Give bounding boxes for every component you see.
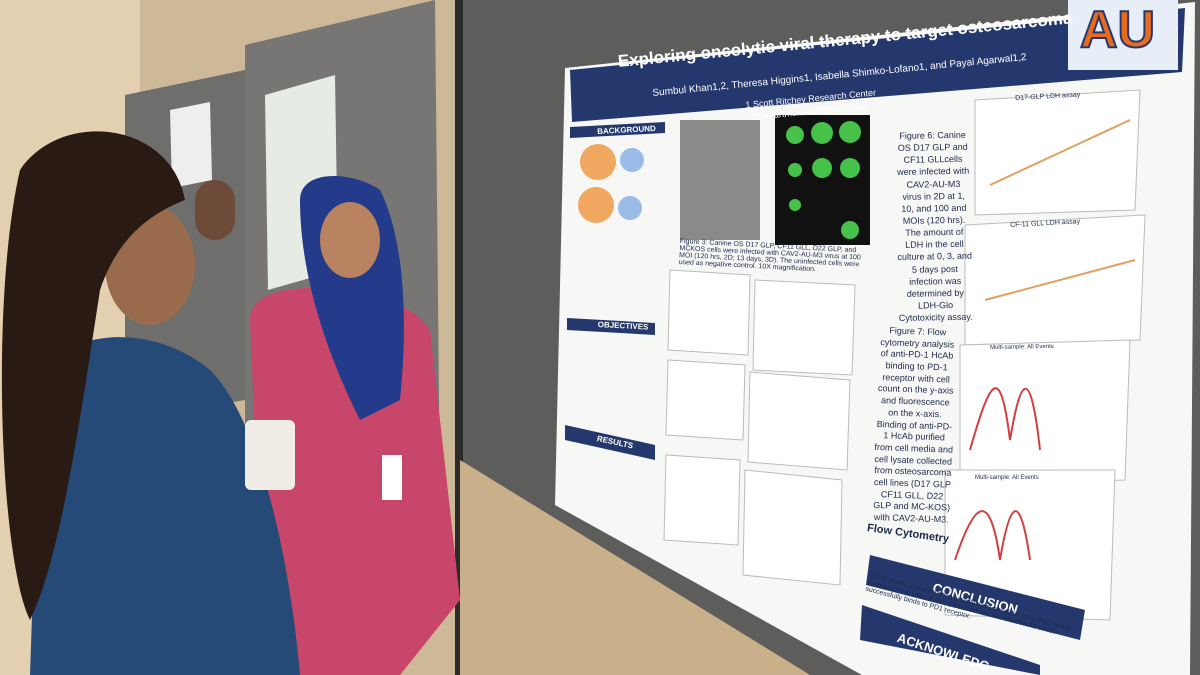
poster-header — [570, 8, 1185, 122]
chart-panel — [959, 339, 1131, 486]
diagram-cell — [618, 196, 642, 220]
diagram-cell — [620, 148, 644, 172]
background-person — [195, 180, 235, 240]
histogram-curve — [969, 387, 1041, 451]
chart-line — [984, 259, 1136, 301]
microscopy-gray — [680, 120, 760, 240]
cell-spot — [811, 122, 833, 144]
section-bar — [570, 122, 665, 138]
figure-caption: Figure 6: Canine OS D17 GLP and CF11 GLL… — [897, 129, 973, 324]
chart-panel — [944, 469, 1116, 621]
cell-spot — [841, 221, 859, 239]
chart-title: Multi-sample: All Events — [990, 343, 1054, 351]
cell-spot — [812, 158, 832, 178]
section-bar — [866, 555, 1085, 640]
cell-spot — [789, 199, 801, 211]
presenter-coat — [250, 288, 460, 675]
chart-panel — [667, 269, 751, 356]
diagram-cell — [580, 144, 616, 180]
coffee-cup — [245, 420, 295, 490]
poster-far2 — [170, 102, 212, 188]
chart-title: Multi-sample: All Events — [975, 475, 1039, 481]
chart-panel — [742, 469, 843, 586]
chart-panel — [964, 214, 1146, 346]
cell-spot — [786, 126, 804, 144]
chart-panel — [663, 454, 741, 546]
chart-panel — [752, 279, 856, 376]
chart-panel — [665, 359, 746, 441]
chart-panel — [747, 371, 851, 471]
cell-spot — [788, 163, 802, 177]
figure-caption: Figure 7: Flow cytometry analysis of ant… — [873, 325, 955, 525]
listener-top — [30, 337, 300, 675]
section-bar — [567, 318, 655, 335]
board-frame — [455, 0, 463, 675]
chart-panel — [974, 89, 1141, 216]
section-bar — [860, 605, 1040, 675]
listener-hair — [1, 131, 185, 620]
logo-bg — [1068, 0, 1178, 70]
chart-line — [989, 119, 1131, 186]
cell-spot — [840, 158, 860, 178]
presenter-face — [320, 202, 380, 278]
diagram-cell — [578, 187, 614, 223]
section-bar — [565, 425, 655, 460]
logo: AU — [1079, 0, 1156, 60]
badge — [382, 455, 402, 500]
histogram-curve — [954, 510, 1031, 561]
floor-wall — [460, 460, 810, 675]
cell-spot — [839, 121, 861, 143]
